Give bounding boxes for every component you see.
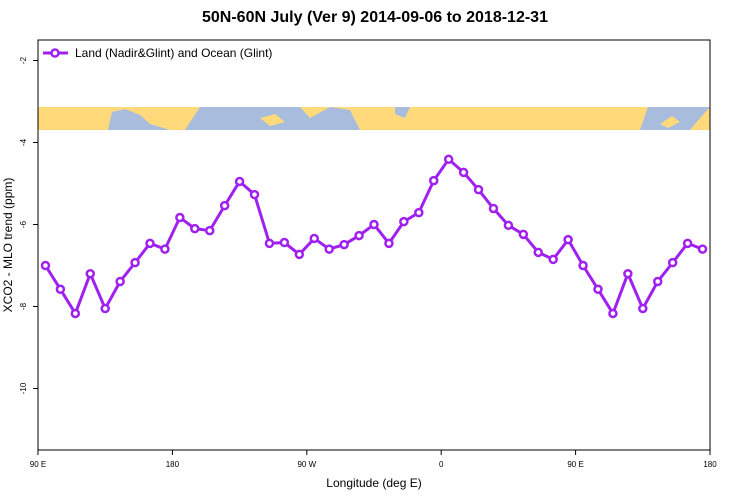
x-tick-label: 90 E (30, 460, 46, 469)
point (638, 303, 648, 314)
point (190, 223, 200, 234)
point (204, 225, 215, 236)
point (503, 220, 514, 231)
point (414, 207, 424, 218)
point (70, 308, 81, 319)
point (593, 284, 603, 295)
x-tick-label: 180 (703, 460, 717, 469)
point (443, 154, 454, 165)
point (294, 249, 305, 260)
point (115, 276, 125, 287)
point (309, 233, 320, 244)
point (399, 216, 409, 227)
point (369, 219, 379, 230)
point (518, 229, 529, 240)
y-tick-label: -8 (19, 302, 28, 310)
point (458, 167, 469, 178)
point (160, 244, 170, 254)
point (563, 234, 573, 245)
point (652, 276, 663, 287)
point (473, 184, 484, 195)
x-axis-label: Longitude (deg E) (326, 476, 421, 490)
point (234, 176, 245, 187)
point (324, 244, 334, 254)
point (85, 268, 96, 279)
legend-marker (50, 48, 60, 58)
point (219, 200, 230, 211)
plot-frame (37, 39, 711, 451)
legend-label: Land (Nadir&Glint) and Ocean (Glint) (75, 46, 272, 60)
y-tick-label: -10 (19, 382, 28, 394)
point (354, 230, 364, 241)
point (682, 238, 693, 249)
point (175, 212, 185, 223)
x-tick-label: 90 W (297, 460, 316, 469)
point (623, 268, 633, 279)
point (264, 238, 275, 249)
point (249, 189, 260, 200)
point (339, 239, 349, 250)
x-tick-label: 90 E (567, 460, 583, 469)
point (384, 238, 394, 249)
point (548, 254, 558, 265)
x-tick-label: 180 (166, 460, 180, 469)
y-axis-label: XCO2 - MLO trend (ppm) (1, 178, 15, 313)
y-tick-label: -6 (19, 220, 28, 228)
point (145, 238, 155, 249)
point (100, 303, 110, 314)
point (130, 257, 140, 268)
x-tick-label: 0 (439, 460, 444, 469)
point (608, 308, 618, 319)
point (697, 244, 708, 254)
point (488, 203, 499, 214)
point (578, 260, 588, 271)
series-line (44, 157, 704, 317)
point (55, 284, 66, 295)
point (533, 247, 544, 258)
point (279, 237, 290, 248)
map-band (38, 107, 710, 130)
y-tick-label: -2 (19, 56, 28, 64)
chart-title: 50N-60N July (Ver 9) 2014-09-06 to 2018-… (202, 9, 548, 26)
y-tick-label: -4 (19, 138, 28, 146)
point (428, 175, 439, 186)
point (667, 257, 678, 268)
point (40, 260, 51, 271)
